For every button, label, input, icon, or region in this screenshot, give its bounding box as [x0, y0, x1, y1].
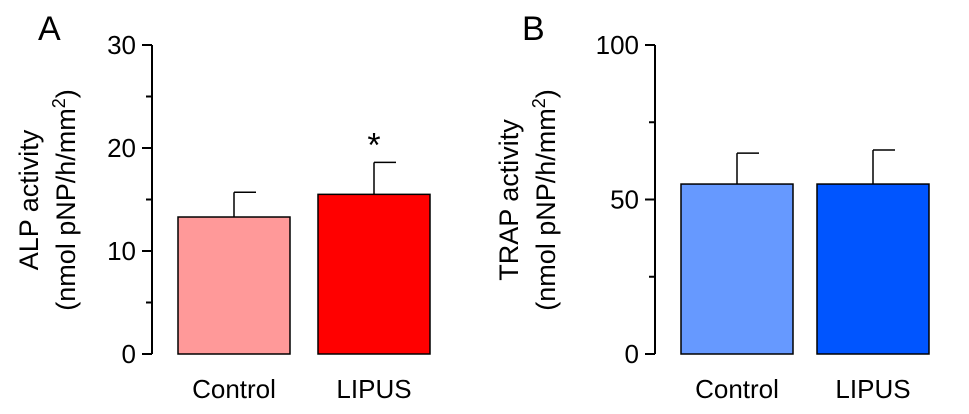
- panel-b-category-label: LIPUS: [835, 374, 910, 404]
- panel-b-letter: B: [522, 10, 545, 48]
- panel-b-bar: [816, 183, 930, 355]
- panel-a-category-label: LIPUS: [336, 374, 411, 404]
- panel-a-y-tick-label: 30: [107, 30, 136, 60]
- panel-b-y-tick-label: 100: [596, 30, 639, 60]
- panel-b: B TRAP activity (nmol pNP/h/mm2) 0 50 100 C…: [494, 10, 930, 404]
- panel-b-y-tick-label: 0: [625, 339, 639, 369]
- panel-a-bar: [177, 216, 291, 355]
- panel-a-bar: [317, 193, 431, 355]
- panel-b-ylabel-superscript: 2: [529, 98, 549, 108]
- panel-a-plot: 0 10 20 30 Control LIPUS *: [107, 30, 431, 404]
- panel-a-ylabel-unit: (nmol pNP/h/mm: [51, 108, 81, 311]
- panel-b-ylabel-unit: (nmol pNP/h/mm: [531, 108, 561, 311]
- panel-a-ylabel-line1: ALP activity: [14, 129, 44, 270]
- panel-a-ylabel-superscript: 2: [49, 98, 69, 108]
- panel-a-ylabel-close-paren: ): [51, 89, 81, 98]
- panel-a-letter: A: [38, 10, 61, 48]
- panel-b-ylabel-close-paren: ): [531, 89, 561, 98]
- panel-b-ylabel-line2: (nmol pNP/h/mm2): [529, 89, 561, 311]
- panel-b-y-tick-label: 50: [610, 185, 639, 215]
- panel-b-bar: [680, 183, 794, 355]
- panel-a-ylabel-line2: (nmol pNP/h/mm2): [49, 89, 81, 311]
- panel-a-significance-star: *: [367, 126, 380, 164]
- panel-b-category-label: Control: [695, 374, 779, 404]
- panel-a-y-tick-label: 0: [122, 339, 136, 369]
- panel-b-plot: 0 50 100 Control LIPUS: [596, 30, 930, 404]
- panel-a-y-tick-label: 10: [107, 236, 136, 266]
- panel-a: A ALP activity (nmol pNP/h/mm2) 0 10 20 30 C…: [14, 10, 431, 404]
- panel-a-y-tick-label: 20: [107, 133, 136, 163]
- panel-b-ylabel-line1: TRAP activity: [494, 119, 524, 281]
- panel-a-category-label: Control: [192, 374, 276, 404]
